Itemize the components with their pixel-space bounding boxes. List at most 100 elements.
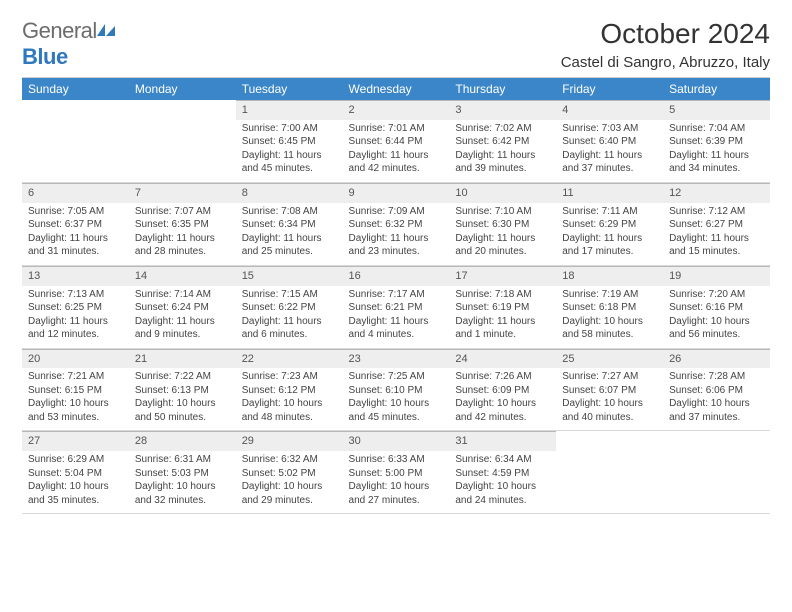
day-number: 4 (556, 100, 663, 120)
day-number: 31 (449, 431, 556, 451)
day-number: 29 (236, 431, 343, 451)
day-details: Sunrise: 7:11 AMSunset: 6:29 PMDaylight:… (556, 203, 663, 265)
daylight-line: Daylight: 11 hours and 28 minutes. (135, 232, 230, 259)
day-details: Sunrise: 6:33 AMSunset: 5:00 PMDaylight:… (343, 451, 450, 513)
calendar-cell: 10Sunrise: 7:10 AMSunset: 6:30 PMDayligh… (449, 182, 556, 265)
calendar-cell: 17Sunrise: 7:18 AMSunset: 6:19 PMDayligh… (449, 265, 556, 348)
weekday-header: Sunday (22, 78, 129, 100)
calendar-cell: 12Sunrise: 7:12 AMSunset: 6:27 PMDayligh… (663, 182, 770, 265)
sunset-line: Sunset: 6:32 PM (349, 218, 444, 232)
day-number: 19 (663, 266, 770, 286)
sunset-line: Sunset: 6:12 PM (242, 384, 337, 398)
sunrise-line: Sunrise: 6:31 AM (135, 453, 230, 467)
page-title: October 2024 (561, 18, 770, 50)
daylight-line: Daylight: 10 hours and 58 minutes. (562, 315, 657, 342)
weekday-header: Tuesday (236, 78, 343, 100)
sunrise-line: Sunrise: 6:33 AM (349, 453, 444, 467)
day-number: 6 (22, 183, 129, 203)
sunset-line: Sunset: 6:35 PM (135, 218, 230, 232)
day-number: 7 (129, 183, 236, 203)
sunset-line: Sunset: 6:07 PM (562, 384, 657, 398)
day-details: Sunrise: 7:19 AMSunset: 6:18 PMDaylight:… (556, 286, 663, 348)
daylight-line: Daylight: 10 hours and 53 minutes. (28, 397, 123, 424)
daylight-line: Daylight: 11 hours and 31 minutes. (28, 232, 123, 259)
logo-word-2: Blue (22, 44, 68, 69)
calendar-cell (22, 100, 129, 182)
sunset-line: Sunset: 5:02 PM (242, 467, 337, 481)
day-number: 25 (556, 349, 663, 369)
sunset-line: Sunset: 6:09 PM (455, 384, 550, 398)
page-subtitle: Castel di Sangro, Abruzzo, Italy (561, 54, 770, 71)
day-number: 23 (343, 349, 450, 369)
day-number: 18 (556, 266, 663, 286)
daylight-line: Daylight: 11 hours and 17 minutes. (562, 232, 657, 259)
day-details: Sunrise: 6:31 AMSunset: 5:03 PMDaylight:… (129, 451, 236, 513)
logo: General Blue (22, 18, 117, 70)
day-number: 3 (449, 100, 556, 120)
calendar-cell: 3Sunrise: 7:02 AMSunset: 6:42 PMDaylight… (449, 100, 556, 182)
sunset-line: Sunset: 6:39 PM (669, 135, 764, 149)
calendar-cell: 22Sunrise: 7:23 AMSunset: 6:12 PMDayligh… (236, 348, 343, 431)
daylight-line: Daylight: 10 hours and 48 minutes. (242, 397, 337, 424)
calendar-cell: 9Sunrise: 7:09 AMSunset: 6:32 PMDaylight… (343, 182, 450, 265)
sunrise-line: Sunrise: 7:02 AM (455, 122, 550, 136)
sunrise-line: Sunrise: 7:04 AM (669, 122, 764, 136)
calendar-cell: 14Sunrise: 7:14 AMSunset: 6:24 PMDayligh… (129, 265, 236, 348)
calendar-cell: 6Sunrise: 7:05 AMSunset: 6:37 PMDaylight… (22, 182, 129, 265)
daylight-line: Daylight: 11 hours and 12 minutes. (28, 315, 123, 342)
sunset-line: Sunset: 4:59 PM (455, 467, 550, 481)
daylight-line: Daylight: 10 hours and 40 minutes. (562, 397, 657, 424)
day-number: 11 (556, 183, 663, 203)
day-details: Sunrise: 7:04 AMSunset: 6:39 PMDaylight:… (663, 120, 770, 182)
day-details: Sunrise: 7:03 AMSunset: 6:40 PMDaylight:… (556, 120, 663, 182)
daylight-line: Daylight: 10 hours and 56 minutes. (669, 315, 764, 342)
day-details: Sunrise: 7:22 AMSunset: 6:13 PMDaylight:… (129, 368, 236, 430)
calendar-cell: 18Sunrise: 7:19 AMSunset: 6:18 PMDayligh… (556, 265, 663, 348)
day-number: 17 (449, 266, 556, 286)
daylight-line: Daylight: 10 hours and 42 minutes. (455, 397, 550, 424)
calendar-cell: 1Sunrise: 7:00 AMSunset: 6:45 PMDaylight… (236, 100, 343, 182)
calendar-cell: 20Sunrise: 7:21 AMSunset: 6:15 PMDayligh… (22, 348, 129, 431)
daylight-line: Daylight: 10 hours and 50 minutes. (135, 397, 230, 424)
sunrise-line: Sunrise: 7:14 AM (135, 288, 230, 302)
calendar-cell: 7Sunrise: 7:07 AMSunset: 6:35 PMDaylight… (129, 182, 236, 265)
daylight-line: Daylight: 11 hours and 9 minutes. (135, 315, 230, 342)
daylight-line: Daylight: 10 hours and 35 minutes. (28, 480, 123, 507)
sunset-line: Sunset: 5:04 PM (28, 467, 123, 481)
sunrise-line: Sunrise: 7:22 AM (135, 370, 230, 384)
day-details: Sunrise: 7:27 AMSunset: 6:07 PMDaylight:… (556, 368, 663, 430)
sunrise-line: Sunrise: 7:25 AM (349, 370, 444, 384)
day-details: Sunrise: 7:14 AMSunset: 6:24 PMDaylight:… (129, 286, 236, 348)
day-details: Sunrise: 7:21 AMSunset: 6:15 PMDaylight:… (22, 368, 129, 430)
day-details: Sunrise: 7:17 AMSunset: 6:21 PMDaylight:… (343, 286, 450, 348)
sunset-line: Sunset: 6:10 PM (349, 384, 444, 398)
daylight-line: Daylight: 11 hours and 15 minutes. (669, 232, 764, 259)
daylight-line: Daylight: 10 hours and 29 minutes. (242, 480, 337, 507)
daylight-line: Daylight: 11 hours and 45 minutes. (242, 149, 337, 176)
sunrise-line: Sunrise: 7:05 AM (28, 205, 123, 219)
day-details: Sunrise: 7:00 AMSunset: 6:45 PMDaylight:… (236, 120, 343, 182)
day-number: 2 (343, 100, 450, 120)
logo-word-1: General (22, 18, 97, 43)
sunset-line: Sunset: 5:03 PM (135, 467, 230, 481)
weekday-header: Thursday (449, 78, 556, 100)
day-details: Sunrise: 7:10 AMSunset: 6:30 PMDaylight:… (449, 203, 556, 265)
sunrise-line: Sunrise: 7:17 AM (349, 288, 444, 302)
sunset-line: Sunset: 6:15 PM (28, 384, 123, 398)
sunrise-line: Sunrise: 6:34 AM (455, 453, 550, 467)
daylight-line: Daylight: 11 hours and 37 minutes. (562, 149, 657, 176)
calendar-cell: 29Sunrise: 6:32 AMSunset: 5:02 PMDayligh… (236, 431, 343, 514)
weekday-header: Friday (556, 78, 663, 100)
day-number: 28 (129, 431, 236, 451)
daylight-line: Daylight: 11 hours and 23 minutes. (349, 232, 444, 259)
sunset-line: Sunset: 6:27 PM (669, 218, 764, 232)
sunset-line: Sunset: 6:18 PM (562, 301, 657, 315)
calendar-cell: 13Sunrise: 7:13 AMSunset: 6:25 PMDayligh… (22, 265, 129, 348)
day-number: 10 (449, 183, 556, 203)
calendar-cell (556, 431, 663, 514)
sunset-line: Sunset: 5:00 PM (349, 467, 444, 481)
day-details: Sunrise: 7:13 AMSunset: 6:25 PMDaylight:… (22, 286, 129, 348)
sunrise-line: Sunrise: 7:08 AM (242, 205, 337, 219)
daylight-line: Daylight: 11 hours and 42 minutes. (349, 149, 444, 176)
calendar-cell: 2Sunrise: 7:01 AMSunset: 6:44 PMDaylight… (343, 100, 450, 182)
